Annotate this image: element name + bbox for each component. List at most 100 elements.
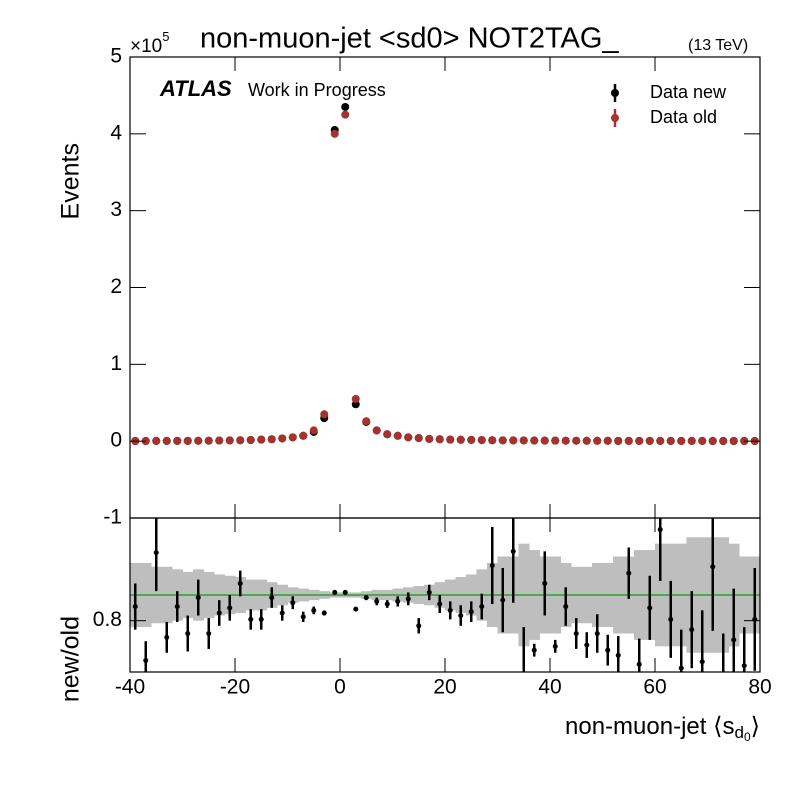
data-point [330, 129, 339, 138]
data-point [185, 631, 191, 636]
data-point [477, 436, 486, 445]
data-point [698, 436, 707, 445]
data-point [372, 426, 381, 435]
data-point [278, 434, 287, 443]
data-point [710, 564, 716, 570]
y-tick-label: 0.8 [93, 608, 122, 631]
data-point [300, 614, 306, 620]
data-point [393, 431, 402, 440]
data-point [603, 436, 612, 445]
data-point [435, 435, 444, 444]
data-point [204, 436, 213, 445]
data-point [561, 436, 570, 445]
data-point [362, 417, 371, 426]
data-point [332, 589, 338, 595]
multiplier-base: ×10 [130, 36, 162, 57]
data-point [656, 436, 665, 445]
multiplier: ×105 [130, 29, 169, 57]
data-point [614, 436, 623, 445]
data-point [414, 434, 423, 443]
data-point [237, 580, 243, 586]
data-point [206, 631, 212, 636]
data-point [351, 394, 360, 403]
data-point [153, 550, 159, 556]
data-point [290, 600, 296, 606]
data-point [395, 598, 401, 604]
data-point [258, 616, 264, 622]
data-point [195, 595, 201, 601]
data-point [624, 436, 633, 445]
data-point [173, 436, 182, 445]
data-point [510, 548, 516, 554]
data-point [573, 631, 579, 636]
data-point [143, 657, 149, 663]
data-point [194, 436, 203, 445]
data-point [183, 436, 192, 445]
data-point [572, 436, 581, 445]
data-point [741, 663, 747, 669]
y-tick-label: 1 [110, 352, 122, 375]
x-axis-label: non-muon-jet ⟨sd0⟩ [565, 713, 760, 744]
data-point [269, 595, 275, 601]
x-label-end: ⟩ [751, 713, 760, 740]
data-point [582, 436, 591, 445]
data-point [605, 647, 611, 653]
data-point [552, 643, 558, 649]
data-point [458, 613, 464, 619]
x-tick-label: 40 [538, 676, 561, 699]
data-point [668, 616, 674, 622]
experiment-label: ATLAS [159, 76, 232, 101]
data-point [383, 430, 392, 439]
y-tick-label: 3 [110, 198, 122, 221]
x-label-main: non-muon-jet ⟨s [565, 713, 734, 740]
data-point [363, 595, 369, 601]
data-point [731, 637, 737, 643]
data-point [257, 435, 266, 444]
data-point [636, 661, 642, 667]
data-point [405, 596, 411, 602]
data-point [215, 436, 224, 445]
y-axis-label: Events [57, 143, 85, 219]
x-tick-label: 20 [433, 676, 456, 699]
data-point [288, 433, 297, 442]
data-point [699, 659, 705, 665]
y-tick-label: 4 [110, 121, 122, 144]
data-point [341, 110, 350, 119]
x-tick-label: 0 [334, 676, 346, 699]
data-point [708, 437, 717, 446]
data-point [320, 410, 329, 419]
data-point [341, 102, 350, 111]
chart-title: non-muon-jet <sd0> NOT2TAG_ [200, 23, 619, 55]
legend-marker [611, 114, 619, 122]
ratio-y-axis-label: new/old [57, 616, 85, 702]
legend-label: Data new [650, 82, 727, 102]
data-point [531, 647, 537, 653]
data-point [666, 436, 675, 445]
x-tick-label: -40 [115, 676, 145, 699]
data-point [542, 580, 548, 586]
data-point [456, 435, 465, 444]
multiplier-exp: 5 [162, 29, 169, 44]
data-point [446, 435, 455, 444]
data-point [227, 605, 233, 611]
data-point [321, 610, 327, 616]
data-point [635, 436, 644, 445]
data-point [174, 604, 180, 610]
x-label-sub: d [734, 723, 743, 742]
data-point [164, 634, 170, 640]
data-point [719, 437, 728, 446]
data-point [416, 623, 422, 629]
data-point [509, 436, 518, 445]
data-point [500, 597, 506, 603]
data-point [687, 436, 696, 445]
data-point [311, 607, 317, 613]
plot-area: Data new Data old 5 4 3 2 1 0 -1 0.8 -40 -20 0 20 40 60… [93, 45, 772, 699]
data-point [309, 426, 318, 435]
data-point [689, 627, 695, 633]
data-point [530, 436, 539, 445]
data-point [615, 652, 621, 658]
data-point [563, 604, 569, 610]
data-point [353, 606, 359, 612]
data-point [384, 601, 390, 607]
